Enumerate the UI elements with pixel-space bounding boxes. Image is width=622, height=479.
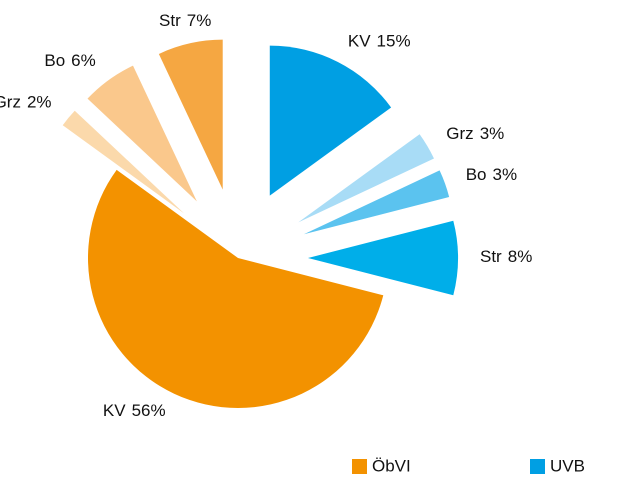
legend-label: ÖbVI [372,456,411,475]
slice-category: Bo [466,166,487,185]
pie-slice [269,45,392,196]
legend-swatch [530,459,545,474]
slice-value: 6% [71,52,96,71]
slice-category: Grz [0,93,21,112]
pie-slice [298,134,434,223]
slice-label: KV 56% [103,401,166,420]
legend-swatch [352,459,367,474]
slice-category: KV [348,32,371,51]
slice-value: 56% [132,401,166,420]
slice-category: Str [159,11,181,30]
slice-label: Bo 3% [466,166,517,185]
slice-label: Str 7% [159,11,211,30]
pie-slice [308,220,458,296]
slice-value: 3% [492,166,517,185]
slice-category: KV [103,401,126,420]
pie-slice [87,65,197,202]
pie-slice [62,110,185,214]
slice-label: Str 8% [480,247,532,266]
slice-label: Bo 6% [44,52,95,71]
slice-label: KV 15% [348,32,411,51]
slice-value: 15% [377,32,411,51]
legend-label: UVB [550,456,585,475]
slice-label: Grz 2% [0,93,52,112]
slice-label: Grz 3% [446,124,504,143]
slice-value: 7% [187,11,212,30]
pie-slice [158,39,223,190]
slice-value: 8% [508,247,533,266]
pie-slice [303,170,450,235]
pie-slice [88,169,384,408]
slice-category: Str [480,247,502,266]
slice-category: Grz [446,124,473,143]
slice-value: 2% [27,93,52,112]
slice-category: Bo [44,52,65,71]
slice-value: 3% [480,124,505,143]
